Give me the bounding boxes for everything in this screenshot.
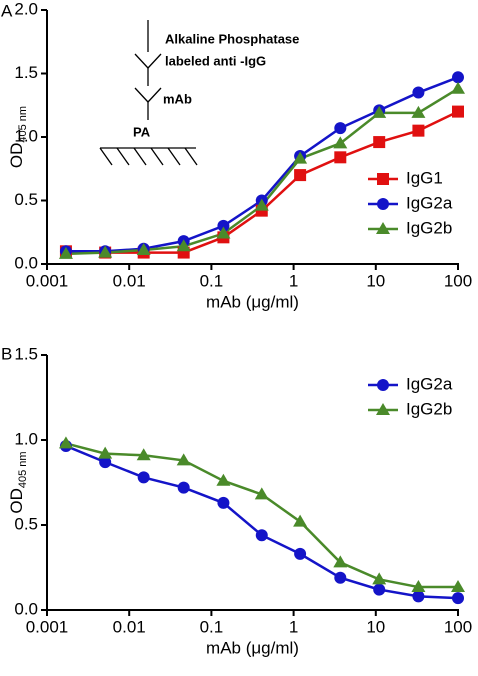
marker: [98, 446, 113, 459]
marker: [176, 453, 191, 466]
schematic: [99, 20, 198, 166]
x-tick-label: 1: [289, 617, 298, 636]
annotation: PA: [133, 124, 151, 139]
x-tick-label: 10: [366, 271, 385, 290]
y-axis-label: OD405 nm: [7, 451, 28, 513]
y-tick-label: 1.5: [14, 344, 38, 363]
x-tick-label: 0.1: [200, 271, 224, 290]
marker: [294, 169, 307, 182]
marker: [254, 198, 269, 211]
marker: [452, 71, 464, 84]
x-tick-label: 0.001: [26, 617, 69, 636]
marker: [293, 514, 308, 527]
y-axis-label: OD405 nm: [7, 106, 28, 168]
x-tick-label: 1: [289, 271, 298, 290]
y-tick-label: 0.5: [14, 190, 38, 209]
marker: [451, 580, 465, 593]
x-tick-label: 0.1: [200, 617, 224, 636]
legend-marker: [376, 403, 390, 415]
marker: [293, 151, 308, 164]
annotation: mAb: [163, 91, 192, 106]
x-axis-label: mAb (μg/ml): [206, 638, 299, 657]
legend-label: IgG1: [406, 168, 443, 187]
legend-marker: [377, 198, 389, 210]
marker: [136, 448, 151, 461]
marker: [137, 471, 150, 484]
marker: [334, 571, 347, 584]
marker: [176, 239, 191, 252]
marker: [217, 496, 230, 509]
marker: [373, 136, 386, 149]
series-line: [65, 87, 459, 256]
legend-marker: [376, 222, 390, 234]
marker: [411, 580, 426, 593]
x-axis-label: mAb (μg/ml): [206, 292, 299, 311]
marker: [255, 529, 268, 542]
marker: [136, 243, 151, 256]
series-line: [65, 444, 459, 600]
series-line: [65, 110, 459, 254]
y-tick-label: 1.0: [14, 429, 38, 448]
y-label-sub: 405 nm: [17, 451, 29, 488]
annotation: Alkaline Phosphatase: [165, 31, 299, 46]
marker: [333, 555, 348, 568]
marker: [98, 245, 113, 258]
marker: [255, 204, 268, 217]
marker: [334, 122, 347, 135]
y-tick-label: 1.5: [14, 63, 38, 82]
marker: [217, 219, 230, 232]
x-tick-label: 100: [444, 271, 472, 290]
marker: [412, 124, 425, 137]
marker: [58, 436, 73, 449]
y-tick-label: 0.0: [14, 599, 38, 618]
y-tick-label: 0.0: [14, 253, 38, 272]
x-tick-label: 0.01: [113, 617, 146, 636]
x-tick-label: 100: [444, 617, 472, 636]
y-label-main: OD: [7, 488, 26, 514]
legend-marker: [377, 379, 389, 391]
marker: [216, 473, 231, 486]
marker: [452, 592, 464, 605]
y-label-sub: 405 nm: [17, 106, 29, 143]
y-tick-label: 0.5: [14, 514, 38, 533]
marker: [254, 487, 269, 500]
x-tick-label: 0.01: [113, 271, 146, 290]
legend-label: IgG2b: [406, 218, 452, 237]
series-line: [65, 76, 459, 253]
series-line: [65, 442, 458, 589]
marker: [372, 572, 387, 585]
y-label-main: OD: [7, 143, 26, 169]
marker: [411, 105, 426, 118]
legend-label: IgG2a: [406, 193, 453, 212]
marker: [294, 547, 307, 560]
legend-label: IgG2b: [406, 399, 452, 418]
y-tick-label: 2.0: [14, 0, 38, 18]
marker: [216, 226, 231, 239]
legend-label: IgG2a: [406, 374, 453, 393]
y-tick-label: 1.0: [14, 126, 38, 145]
legend-marker: [377, 173, 389, 185]
marker: [58, 246, 73, 259]
marker: [373, 583, 386, 596]
marker: [372, 105, 387, 118]
panel-label: A: [1, 1, 13, 20]
marker: [99, 456, 112, 469]
annotation: labeled anti -IgG: [165, 53, 266, 68]
marker: [412, 86, 425, 99]
marker: [334, 151, 347, 164]
marker: [412, 590, 425, 603]
marker: [452, 105, 464, 118]
x-tick-label: 0.001: [26, 271, 69, 290]
marker: [177, 481, 190, 494]
x-tick-label: 10: [366, 617, 385, 636]
panel-label: B: [1, 344, 12, 363]
marker: [333, 136, 348, 149]
marker: [451, 81, 465, 94]
